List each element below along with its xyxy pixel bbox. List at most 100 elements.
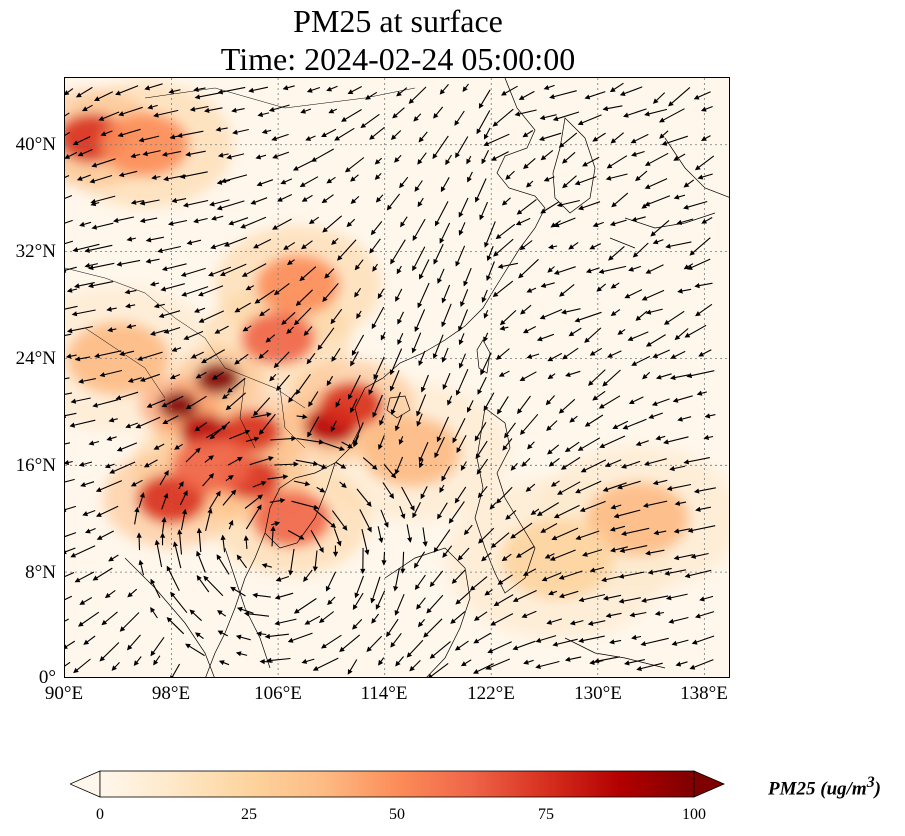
wind-vector-head [243,611,250,617]
wind-vector-head [311,156,317,162]
wind-vector-head [451,578,458,584]
wind-vector-head [675,661,682,667]
wind-vector-head [201,358,207,364]
wind-vector-head [704,413,711,419]
lat-tick-32n: 32°N [15,241,56,262]
wind-vector-head [265,337,272,343]
pm25-hotspot [196,362,241,395]
wind-vector-head [288,570,294,576]
wind-vector-head [219,271,226,277]
wind-vector [642,595,669,602]
wind-vector-head [454,497,460,504]
wind-vector-head [171,197,178,204]
wind-vector-head [256,181,263,187]
wind-vector-head [578,597,585,603]
wind-vector-head [370,229,377,236]
wind-vector-head [181,508,188,515]
wind-vector-head [369,134,375,140]
colorbar-extend-max [693,770,726,798]
wind-vector-head [298,534,305,540]
wind-vector-head [417,159,423,165]
wind-vector-head [321,198,328,204]
wind-vector-head [585,268,592,274]
wind-vector-head [135,423,142,429]
wind-vector-head [256,504,262,511]
wind-vector-head [295,389,301,395]
wind-vector-head [153,303,160,309]
wind-vector [412,246,426,271]
wind-vector-head [74,283,80,289]
wind-vector-head [610,504,617,510]
wind-vector-head [559,291,565,297]
wind-vector-head [414,186,420,192]
wind-vector-head [373,374,379,380]
wind-vector-head [577,120,584,126]
wind-vector-head [204,107,210,114]
wind-vector-head [448,518,454,524]
wind-vector-head [484,133,489,140]
wind-vector-head [321,132,327,137]
wind-vector-head [92,402,98,408]
wind-vector-head [77,621,84,627]
wind-vector-head [418,136,424,143]
wind-vector-head [500,90,507,96]
wind-vector-head [351,350,357,356]
wind-vector [668,86,691,107]
wind-vector-head [514,111,521,117]
wind-vector-head [139,376,146,382]
wind-vector-head [472,668,479,674]
wind-vector-head [399,182,405,189]
wind-vector [65,595,73,601]
wind-vector-head [234,359,240,365]
indochina-coastline [264,462,336,549]
wind-vector [620,545,648,552]
wind-vector [65,505,76,511]
wind-vector-head [269,375,275,382]
wind-vector [552,527,579,540]
wind-vector-head [393,585,399,592]
wind-vector-head [609,221,616,227]
wind-vector [579,635,605,642]
wind-vector-head [258,429,265,435]
wind-vector-head [230,489,237,496]
wind-vector-head [170,675,174,677]
wind-vector-head [327,599,333,606]
wind-vector-head [335,401,341,408]
wind-vector-head [106,306,112,312]
wind-vector-head [139,200,146,206]
wind-vector [490,613,514,626]
wind-vector-head [522,132,529,138]
wind-vector [65,333,72,337]
wind-vector-head [695,311,701,317]
wind-vector-head [350,198,357,204]
wind-vector-head [272,153,278,159]
wind-vector-head [395,296,400,302]
wind-vector-head [274,594,281,600]
wind-vector-head [74,356,81,362]
wind-vector-head [429,653,436,659]
wind-vector [78,611,100,627]
map-panel [64,77,730,678]
wind-vector-head [150,330,156,336]
wind-vector [687,370,715,377]
wind-vector-head [418,456,424,463]
wind-vector-head [673,528,680,534]
wind-vector-head [641,203,648,209]
wind-vector-head [642,502,649,508]
wind-vector [89,262,115,269]
wind-vector-head [589,244,596,250]
wind-vector-head [631,151,637,157]
wind-vector-head [584,337,590,343]
wind-vector-head [221,425,228,431]
wind-vector-head [397,339,403,346]
wind-vector-head [138,559,144,566]
wind-vector-head [582,551,588,557]
wind-vector [65,266,77,271]
wind-vector [199,310,225,323]
wind-vector-head [418,462,424,469]
lon-tick-138e: 138°E [680,683,728,704]
wind-vector-head [617,329,624,335]
wind-vector-head [619,547,626,553]
wind-vector-head [217,630,224,636]
wind-vector-head [372,266,378,272]
